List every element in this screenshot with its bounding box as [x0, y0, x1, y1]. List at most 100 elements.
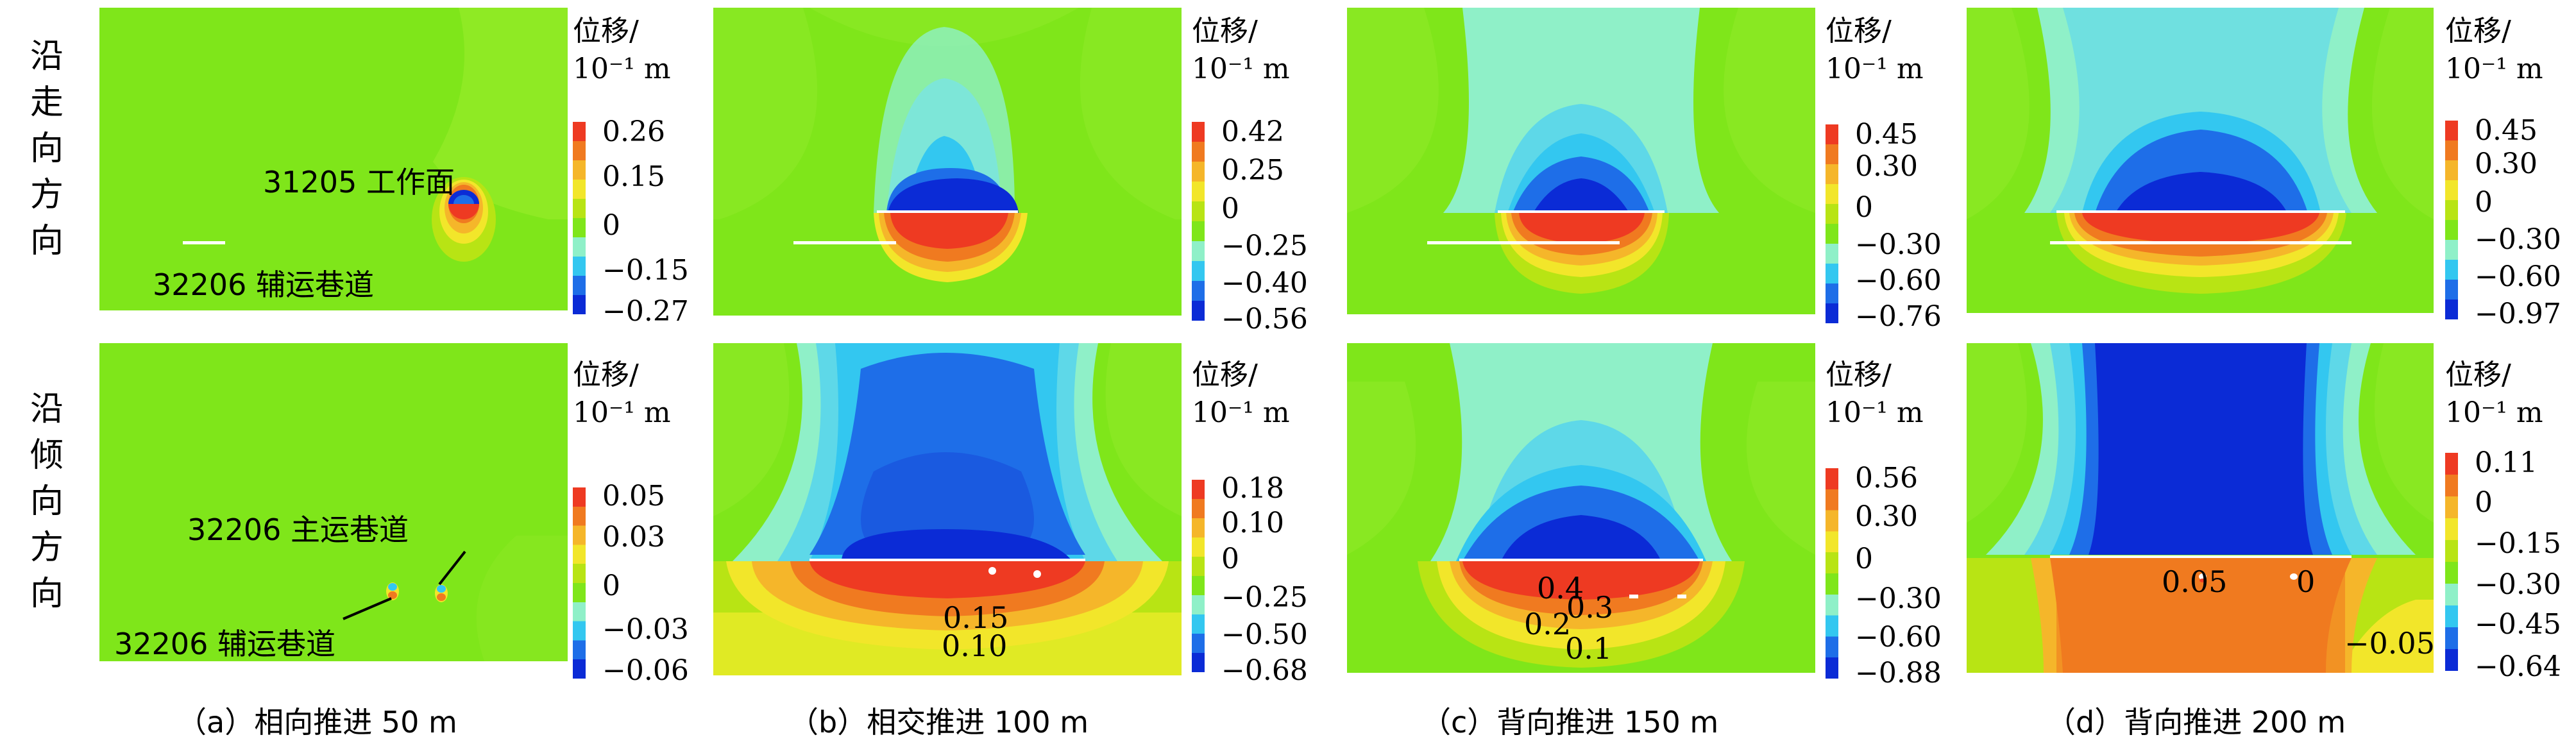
- colorbar-tick: 0: [602, 209, 620, 242]
- colorbar-tick: −0.30: [1855, 228, 1942, 261]
- colorbar-tick: −0.25: [1221, 230, 1308, 262]
- colorbar-tick: −0.88: [1855, 657, 1942, 689]
- colorbar-tick: 0.30: [1855, 150, 1918, 183]
- colorbar-gradient: [1192, 122, 1205, 321]
- colorbar-unit: 10⁻¹ m: [2445, 53, 2543, 85]
- caption-b: （b）相交推进 100 m: [789, 705, 1089, 740]
- colorbar-tick: 0.42: [1221, 115, 1284, 148]
- colorbar-tick: −0.64: [2475, 650, 2561, 683]
- colorbar-title: 位移/: [1192, 15, 1258, 47]
- colorbar-gradient: [2445, 453, 2458, 671]
- contour-panel-c-dip: [1347, 343, 1815, 673]
- colorbar-title: 位移/: [2445, 359, 2511, 391]
- colorbar-tick: −0.60: [1855, 621, 1942, 654]
- colorbar-unit: 10⁻¹ m: [573, 396, 671, 429]
- colorbar-tick: 0: [1221, 192, 1239, 225]
- contour-label: 0.10: [942, 629, 1008, 663]
- caption-c: （c）背向推进 150 m: [1421, 705, 1719, 740]
- contour-panel-b-dip: [713, 343, 1182, 675]
- colorbar-tick: −0.50: [1221, 618, 1308, 651]
- colorbar-tick: 0.30: [1855, 500, 1918, 533]
- colorbar-tick: −0.56: [1221, 303, 1308, 335]
- colorbar-title: 位移/: [1826, 359, 1892, 391]
- contour-label: 0.15: [943, 600, 1009, 635]
- annotation-aux-roadway-top: 32206 辅运巷道: [153, 267, 374, 302]
- colorbar-tick: 0.25: [1221, 154, 1284, 187]
- colorbar-b-dip: 位移/ 10⁻¹ m 0.18 0.10 0 −0.25 −0.50 −0.68: [1192, 351, 1308, 685]
- colorbar-gradient: [2445, 121, 2458, 319]
- colorbar-tick: −0.06: [602, 654, 689, 687]
- colorbar-tick: −0.68: [1221, 654, 1308, 687]
- colorbar-tick: 0: [1855, 543, 1873, 575]
- colorbar-title: 位移/: [573, 359, 639, 391]
- colorbar-tick: −0.76: [1855, 300, 1942, 333]
- colorbar-tick: −0.30: [2475, 223, 2561, 256]
- colorbar-tick: −0.27: [602, 295, 689, 328]
- colorbar-gradient: [1192, 480, 1205, 672]
- colorbar-unit: 10⁻¹ m: [1826, 396, 1924, 429]
- caption-d: （d）背向推进 200 m: [2046, 705, 2346, 740]
- colorbar-tick: 0.26: [602, 115, 665, 148]
- colorbar-tick: 0: [2475, 186, 2493, 219]
- colorbar-tick: 0.10: [1221, 507, 1284, 539]
- colorbar-c-dip: 位移/ 10⁻¹ m 0.56 0.30 0 −0.30 −0.60 −0.88: [1826, 351, 1942, 688]
- colorbar-a-dip: 位移/ 10⁻¹ m 0.05 0.03 0 −0.03 −0.06: [573, 351, 689, 685]
- colorbar-gradient: [573, 487, 586, 679]
- contour-label: 0.1: [1565, 631, 1613, 666]
- colorbar-tick: −0.30: [2475, 568, 2561, 601]
- colorbar-d-dip: 位移/ 10⁻¹ m 0.11 0 −0.15 −0.30 −0.45 −0.6…: [2445, 351, 2561, 681]
- colorbar-title: 位移/: [573, 15, 639, 47]
- colorbar-tick: 0.56: [1855, 462, 1918, 495]
- colorbar-unit: 10⁻¹ m: [1192, 53, 1290, 85]
- contour-label: 0.2: [1524, 607, 1572, 641]
- caption-a: （a）相向推进 50 m: [177, 705, 457, 740]
- colorbar-tick: 0.03: [602, 521, 665, 554]
- colorbar-d-strike: 位移/ 10⁻¹ m 0.45 0.30 0 −0.30 −0.60 −0.97: [2445, 8, 2561, 328]
- annotation-main-roadway: 32206 主运巷道: [187, 512, 409, 547]
- contour-panel-b-strike: [713, 8, 1182, 316]
- colorbar-tick: 0: [602, 570, 620, 602]
- colorbar-b-strike: 位移/ 10⁻¹ m 0.42 0.25 0 −0.25 −0.40 −0.56: [1192, 8, 1308, 334]
- colorbar-unit: 10⁻¹ m: [1192, 396, 1290, 429]
- colorbar-tick: −0.03: [602, 613, 689, 646]
- colorbar-tick: 0.18: [1221, 472, 1284, 505]
- contour-label: 0.3: [1566, 590, 1614, 625]
- colorbar-tick: 0: [2475, 486, 2493, 519]
- colorbar-tick: −0.60: [2475, 260, 2561, 293]
- contour-label: 0: [2296, 564, 2316, 599]
- contour-label: −0.05: [2344, 626, 2435, 661]
- colorbar-tick: 0: [1855, 191, 1873, 224]
- row-label-strike: 沿走向方向: [30, 37, 64, 260]
- contour-panel-c-strike: [1347, 8, 1815, 314]
- row-label-dip: 沿倾向方向: [30, 390, 64, 613]
- colorbar-tick: 0.30: [2475, 148, 2538, 180]
- colorbar-tick: 0.15: [602, 160, 665, 193]
- colorbar-gradient: [1826, 124, 1838, 323]
- colorbar-tick: −0.60: [1855, 264, 1942, 297]
- colorbar-tick: −0.25: [1221, 581, 1308, 614]
- colorbar-unit: 10⁻¹ m: [1826, 53, 1924, 85]
- colorbar-tick: 0.45: [2475, 114, 2538, 147]
- contour-label: 0.05: [2162, 564, 2228, 599]
- colorbar-tick: −0.30: [1855, 582, 1942, 615]
- contour-panel-a-dip: [99, 343, 568, 661]
- colorbar-tick: −0.97: [2475, 298, 2561, 330]
- contour-panel-a-strike: [99, 8, 568, 310]
- contour-label: 0.4: [1537, 571, 1584, 605]
- colorbar-gradient: [1826, 468, 1838, 679]
- annotation-aux-roadway-bottom: 32206 辅运巷道: [114, 627, 335, 661]
- colorbar-title: 位移/: [2445, 15, 2511, 47]
- colorbar-title: 位移/: [1826, 15, 1892, 47]
- colorbar-tick: −0.15: [2475, 527, 2561, 560]
- colorbar-title: 位移/: [1192, 359, 1258, 391]
- colorbar-tick: −0.15: [602, 254, 689, 287]
- annotation-working-face: 31205 工作面: [263, 165, 455, 199]
- colorbar-tick: 0: [1221, 543, 1239, 575]
- colorbar-tick: 0.45: [1855, 118, 1918, 151]
- colorbar-unit: 10⁻¹ m: [2445, 396, 2543, 429]
- colorbar-tick: 0.05: [602, 480, 665, 512]
- colorbar-tick: 0.11: [2475, 446, 2538, 479]
- colorbar-c-strike: 位移/ 10⁻¹ m 0.45 0.30 0 −0.30 −0.60 −0.76: [1826, 8, 1942, 331]
- contour-panel-d-dip: [1967, 343, 2434, 673]
- colorbar-gradient: [573, 122, 586, 314]
